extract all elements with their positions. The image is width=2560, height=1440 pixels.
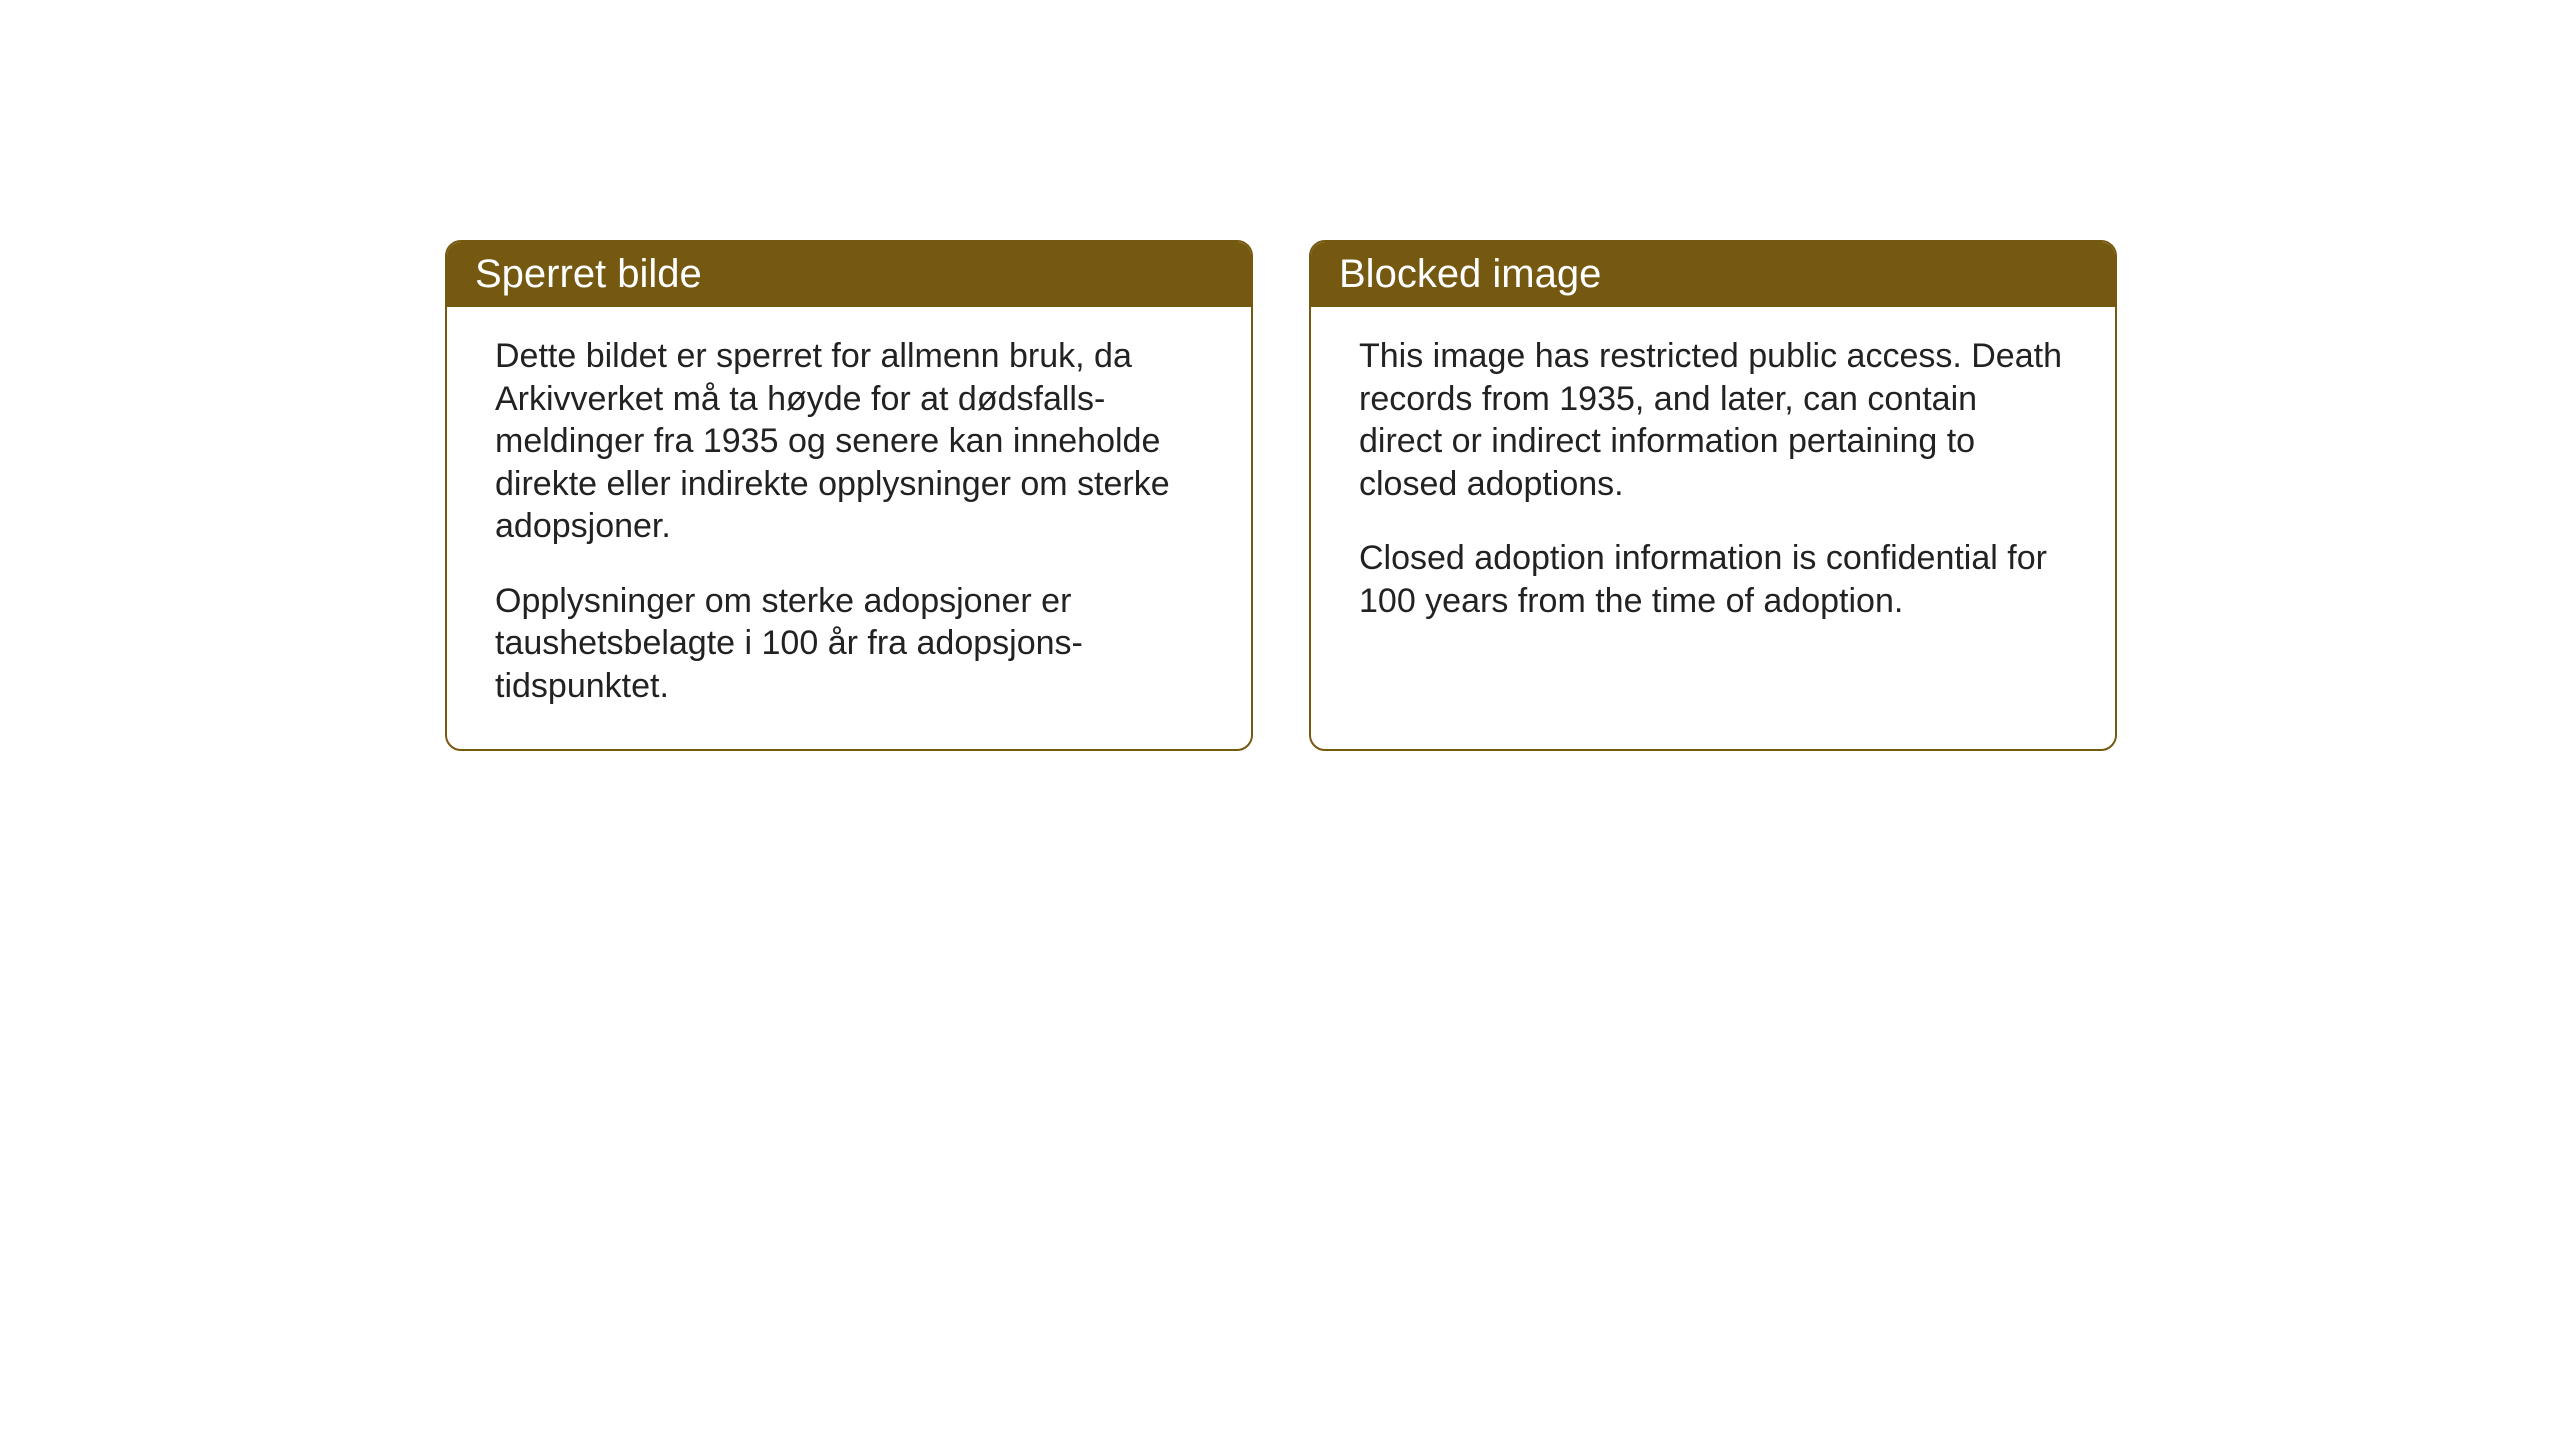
english-card-title: Blocked image — [1311, 242, 2115, 307]
english-notice-card: Blocked image This image has restricted … — [1309, 240, 2117, 751]
norwegian-card-body: Dette bildet er sperret for allmenn bruk… — [447, 307, 1251, 749]
english-paragraph-2: Closed adoption information is confident… — [1359, 537, 2067, 622]
norwegian-notice-card: Sperret bilde Dette bildet er sperret fo… — [445, 240, 1253, 751]
norwegian-paragraph-1: Dette bildet er sperret for allmenn bruk… — [495, 335, 1203, 548]
english-card-body: This image has restricted public access.… — [1311, 307, 2115, 664]
english-paragraph-1: This image has restricted public access.… — [1359, 335, 2067, 505]
norwegian-card-title: Sperret bilde — [447, 242, 1251, 307]
notice-container: Sperret bilde Dette bildet er sperret fo… — [445, 240, 2117, 751]
norwegian-paragraph-2: Opplysninger om sterke adopsjoner er tau… — [495, 580, 1203, 708]
